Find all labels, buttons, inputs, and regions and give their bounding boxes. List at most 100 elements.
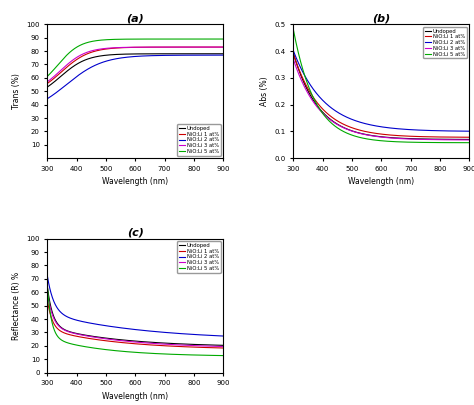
NiO:Li 2 at% <box>162 330 168 335</box>
Undoped <box>76 61 82 66</box>
NiO:Li 5 at% <box>322 113 328 118</box>
NiO:Li 5 at% <box>177 36 182 41</box>
NiO:Li 3 at% <box>220 344 226 349</box>
NiO:Li 2 at% <box>162 53 168 58</box>
Undoped <box>162 341 168 345</box>
NiO:Li 2 at% <box>76 73 82 78</box>
Line: Undoped: Undoped <box>47 54 223 87</box>
NiO:Li 3 at% <box>162 342 168 347</box>
NiO:Li 2 at% <box>394 126 400 131</box>
X-axis label: Wavelength (nm): Wavelength (nm) <box>102 392 168 401</box>
Undoped <box>148 51 154 56</box>
NiO:Li 1 at% <box>370 130 376 135</box>
NiO:Li 1 at% <box>336 119 342 124</box>
NiO:Li 3 at% <box>162 45 168 49</box>
Y-axis label: Abs (%): Abs (%) <box>260 77 269 106</box>
Line: Undoped: Undoped <box>293 54 469 139</box>
NiO:Li 2 at% <box>291 49 296 53</box>
Line: NiO:Li 3 at%: NiO:Li 3 at% <box>47 47 223 82</box>
NiO:Li 1 at% <box>148 343 154 347</box>
NiO:Li 5 at% <box>45 284 50 289</box>
NiO:Li 1 at% <box>148 45 154 49</box>
NiO:Li 1 at% <box>45 81 50 86</box>
NiO:Li 2 at% <box>423 128 428 133</box>
NiO:Li 1 at% <box>291 52 296 57</box>
NiO:Li 5 at% <box>220 353 226 358</box>
Undoped <box>45 284 50 289</box>
Undoped <box>408 136 414 141</box>
NiO:Li 5 at% <box>124 349 130 354</box>
NiO:Li 5 at% <box>76 44 82 49</box>
NiO:Li 3 at% <box>370 134 376 139</box>
NiO:Li 5 at% <box>466 140 472 145</box>
NiO:Li 3 at% <box>177 45 182 49</box>
NiO:Li 1 at% <box>76 56 82 61</box>
Legend: Undoped, NiO:Li 1 at%, NiO:Li 2 at%, NiO:Li 3 at%, NiO:Li 5 at%: Undoped, NiO:Li 1 at%, NiO:Li 2 at%, NiO… <box>423 27 466 58</box>
Undoped <box>124 338 130 343</box>
Line: NiO:Li 5 at%: NiO:Li 5 at% <box>47 39 223 76</box>
NiO:Li 3 at% <box>466 138 472 143</box>
NiO:Li 2 at% <box>90 64 95 69</box>
NiO:Li 1 at% <box>322 109 328 113</box>
NiO:Li 5 at% <box>177 352 182 357</box>
Line: NiO:Li 1 at%: NiO:Li 1 at% <box>293 54 469 137</box>
Undoped <box>322 112 328 117</box>
NiO:Li 3 at% <box>124 45 130 50</box>
NiO:Li 5 at% <box>291 28 296 33</box>
NiO:Li 2 at% <box>177 53 182 58</box>
NiO:Li 5 at% <box>336 126 342 131</box>
NiO:Li 2 at% <box>45 274 50 279</box>
Line: NiO:Li 2 at%: NiO:Li 2 at% <box>47 276 223 336</box>
NiO:Li 3 at% <box>423 137 428 142</box>
NiO:Li 5 at% <box>76 343 82 348</box>
NiO:Li 5 at% <box>162 36 168 41</box>
NiO:Li 1 at% <box>124 45 130 50</box>
NiO:Li 2 at% <box>408 127 414 132</box>
NiO:Li 1 at% <box>177 45 182 49</box>
Line: NiO:Li 5 at%: NiO:Li 5 at% <box>47 287 223 356</box>
NiO:Li 1 at% <box>177 344 182 349</box>
Undoped <box>177 341 182 346</box>
NiO:Li 2 at% <box>148 329 154 334</box>
Undoped <box>394 136 400 141</box>
NiO:Li 3 at% <box>148 341 154 346</box>
Undoped <box>76 331 82 336</box>
NiO:Li 2 at% <box>220 53 226 58</box>
NiO:Li 5 at% <box>408 140 414 145</box>
Line: NiO:Li 5 at%: NiO:Li 5 at% <box>293 30 469 143</box>
NiO:Li 2 at% <box>220 334 226 339</box>
NiO:Li 3 at% <box>90 335 95 339</box>
NiO:Li 2 at% <box>322 100 328 104</box>
NiO:Li 3 at% <box>336 123 342 128</box>
NiO:Li 3 at% <box>148 45 154 49</box>
NiO:Li 2 at% <box>466 129 472 134</box>
Line: NiO:Li 2 at%: NiO:Li 2 at% <box>293 51 469 131</box>
NiO:Li 2 at% <box>76 318 82 323</box>
NiO:Li 5 at% <box>45 74 50 79</box>
Undoped <box>466 137 472 142</box>
NiO:Li 2 at% <box>124 326 130 331</box>
NiO:Li 3 at% <box>408 136 414 141</box>
NiO:Li 1 at% <box>408 134 414 139</box>
NiO:Li 1 at% <box>76 334 82 339</box>
NiO:Li 3 at% <box>291 57 296 62</box>
NiO:Li 2 at% <box>148 53 154 58</box>
NiO:Li 3 at% <box>45 290 50 295</box>
NiO:Li 3 at% <box>394 136 400 141</box>
NiO:Li 1 at% <box>220 45 226 49</box>
NiO:Li 5 at% <box>148 351 154 356</box>
NiO:Li 2 at% <box>370 123 376 128</box>
Undoped <box>423 136 428 141</box>
Line: NiO:Li 2 at%: NiO:Li 2 at% <box>47 55 223 99</box>
NiO:Li 3 at% <box>124 339 130 344</box>
NiO:Li 3 at% <box>177 343 182 347</box>
NiO:Li 2 at% <box>45 96 50 101</box>
Undoped <box>177 51 182 56</box>
Title: (b): (b) <box>372 13 391 23</box>
Line: NiO:Li 1 at%: NiO:Li 1 at% <box>47 300 223 348</box>
NiO:Li 3 at% <box>76 332 82 337</box>
NiO:Li 5 at% <box>162 352 168 356</box>
Title: (c): (c) <box>127 228 144 238</box>
NiO:Li 5 at% <box>148 36 154 41</box>
Undoped <box>148 340 154 345</box>
